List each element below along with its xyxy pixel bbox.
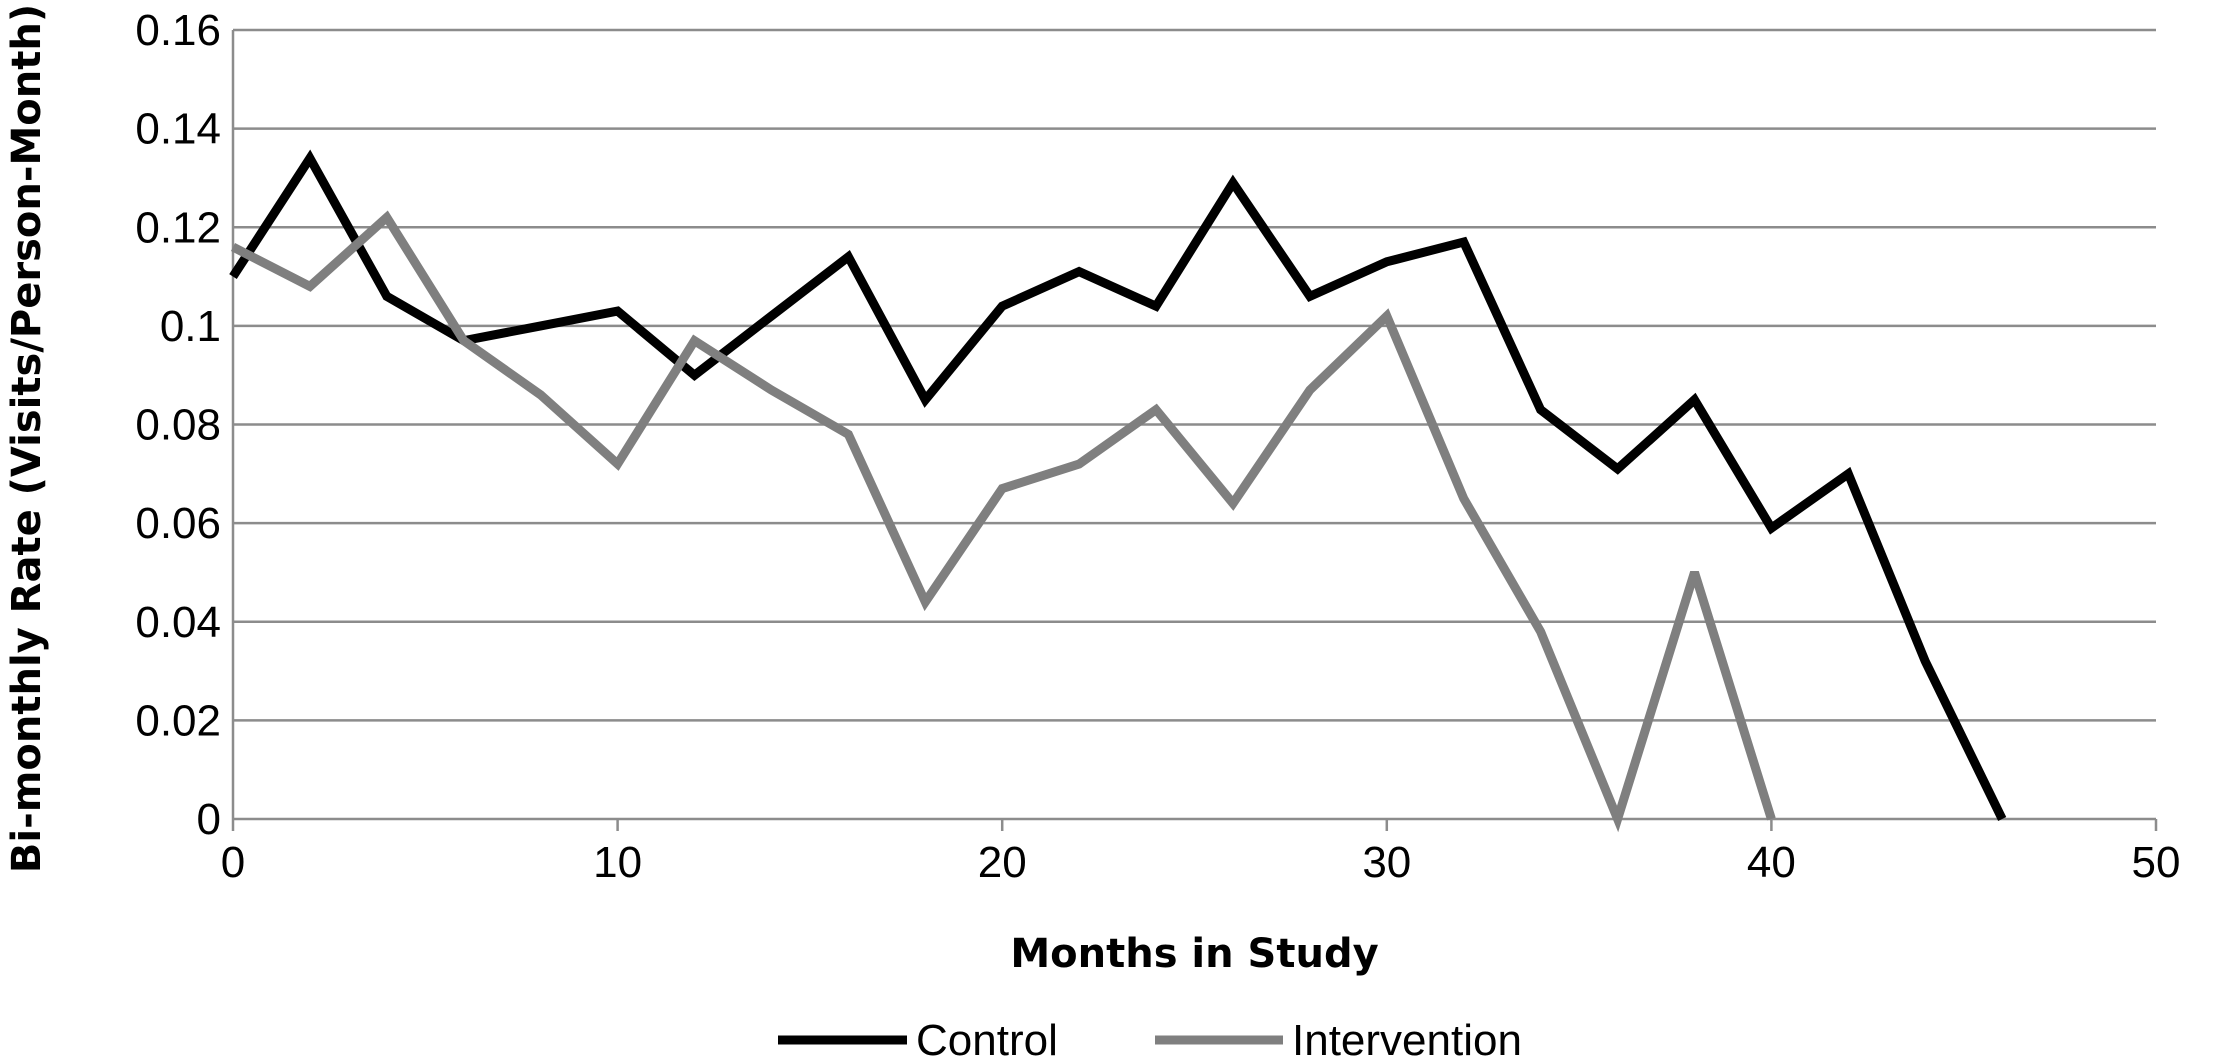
y-tick-label: 0.02 bbox=[135, 696, 221, 745]
y-tick-label: 0.12 bbox=[135, 203, 221, 252]
series-line-intervention bbox=[230, 210, 1776, 833]
legend-item-control: Control bbox=[778, 1016, 1058, 1061]
y-tick-label: 0.14 bbox=[135, 105, 221, 154]
legend-item-intervention: Intervention bbox=[1155, 1016, 1522, 1061]
gridlines bbox=[233, 28, 2156, 722]
x-tick-label: 10 bbox=[593, 838, 642, 887]
y-tick-label: 0.04 bbox=[135, 598, 221, 647]
y-tick-label: 0.1 bbox=[160, 302, 221, 351]
x-tick-label: 40 bbox=[1747, 838, 1796, 887]
y-tick-label: 0.08 bbox=[135, 401, 221, 450]
x-axis-title: Months in Study bbox=[1010, 931, 1378, 977]
legend: Control Intervention bbox=[778, 1016, 1522, 1061]
axes bbox=[231, 30, 2158, 831]
legend-label: Intervention bbox=[1292, 1016, 1522, 1061]
tick-labels: 0 0.02 0.04 0.06 0.08 0.1 0.12 0.14 0.16 0 10 20 30 4… bbox=[135, 6, 2180, 887]
series-lines bbox=[229, 149, 2007, 833]
y-tick-label: 0.16 bbox=[135, 6, 221, 55]
x-tick-label: 50 bbox=[2132, 838, 2181, 887]
series-line-control bbox=[229, 149, 2007, 821]
y-tick-label: 0.06 bbox=[135, 499, 221, 548]
x-tick-label: 20 bbox=[978, 838, 1027, 887]
y-axis-title: Bi-monthly Rate (Visits/Person-Month) bbox=[4, 4, 50, 873]
legend-label: Control bbox=[916, 1016, 1058, 1061]
y-tick-label: 0 bbox=[197, 795, 221, 844]
x-tick-label: 0 bbox=[221, 838, 245, 887]
x-tick-label: 30 bbox=[1362, 838, 1411, 887]
